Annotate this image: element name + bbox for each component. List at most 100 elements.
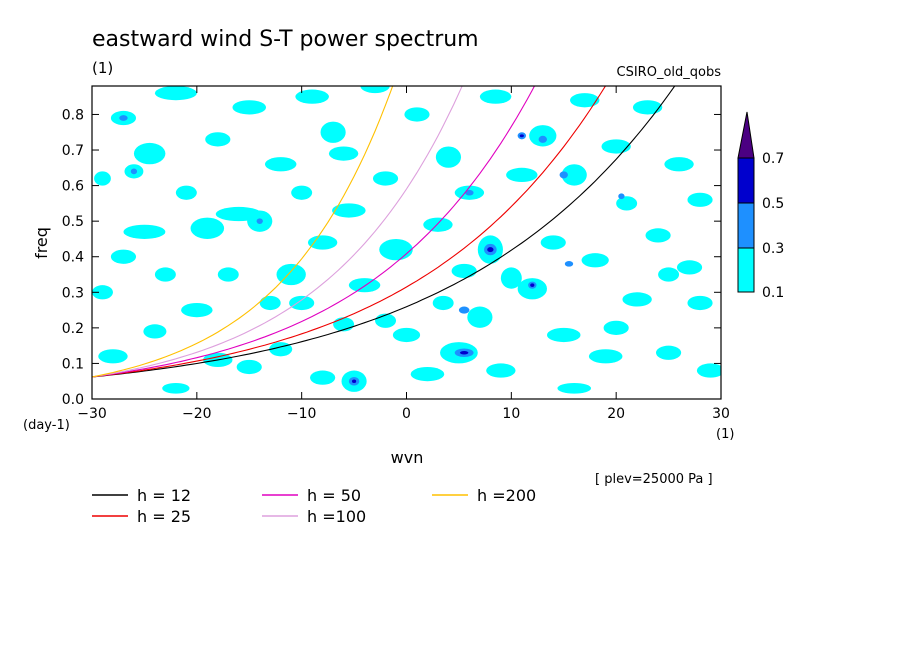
legend-label: h = 50	[307, 486, 361, 505]
y-tick-label: 0.7	[62, 143, 84, 159]
contour-blob-level-1	[392, 327, 421, 343]
chart-subtitle-left: (1)	[92, 59, 113, 77]
power-contour-fills	[92, 86, 721, 394]
legend-label: h = 12	[137, 486, 191, 505]
plev-annotation: [ plev=25000 Pa ]	[595, 472, 713, 487]
contour-blob-level-1	[664, 157, 694, 172]
colorbar-box	[737, 157, 755, 204]
contour-blob-level-1	[110, 249, 137, 264]
colorbar-box	[737, 202, 755, 249]
contour-blob-level-1	[360, 86, 390, 94]
contour-blob-level-1	[561, 164, 587, 186]
chart-title: eastward wind S-T power spectrum	[92, 27, 479, 52]
x-tick-label: 0	[402, 406, 411, 422]
x-axis-ticks: −30 −20 −10 0 10 20 30	[77, 86, 730, 422]
dispersion-curve-h50	[92, 86, 536, 378]
contour-blob-level-1	[410, 366, 445, 382]
contour-blob-level-1	[320, 121, 346, 143]
y-axis-ticks: 0.0 0.1 0.2 0.3 0.4 0.5 0.6 0.7 0.8	[62, 107, 721, 408]
contour-blob-level-1	[529, 125, 557, 147]
contour-blob-level-1	[435, 146, 462, 168]
contour-blob-level-1	[616, 196, 638, 211]
contour-blob-level-1	[546, 327, 581, 343]
colorbar-label: 0.3	[762, 241, 784, 257]
contour-blob-level-1	[162, 382, 190, 394]
contour-blob-level-1	[98, 349, 128, 364]
y-tick-label: 0.2	[62, 321, 84, 337]
legend-label: h = 25	[137, 507, 191, 526]
contour-blob-level-1	[404, 107, 430, 122]
contour-blob-level-3	[459, 350, 469, 355]
contour-blob-level-1	[656, 345, 682, 360]
contour-blob-level-1	[645, 228, 671, 243]
chart-subtitle-right: CSIRO_old_qobs	[617, 65, 722, 80]
contour-blob-level-1	[451, 263, 477, 279]
contour-blob-level-2	[564, 260, 574, 267]
contour-blob-level-2	[559, 171, 568, 179]
y-tick-label: 0.5	[62, 214, 84, 230]
contour-blob-level-1	[506, 167, 538, 183]
contour-blob-level-1	[181, 302, 213, 318]
x-axis-unit: (1)	[716, 427, 734, 442]
contour-blob-level-1	[295, 89, 329, 104]
contour-blob-level-1	[289, 295, 315, 311]
contour-blob-level-1	[540, 235, 566, 250]
contour-blob-level-3	[519, 134, 524, 138]
x-tick-label: −30	[77, 406, 107, 422]
x-tick-label: −10	[287, 406, 317, 422]
contour-blob-level-1	[601, 139, 631, 154]
contour-blob-level-2	[256, 218, 263, 225]
contour-blob-level-1	[432, 295, 454, 311]
y-tick-label: 0.0	[62, 392, 84, 408]
contour-blob-level-1	[687, 295, 713, 311]
y-tick-label: 0.8	[62, 107, 84, 123]
contour-blob-level-1	[143, 324, 167, 339]
contour-blob-level-1	[467, 306, 493, 328]
contour-blob-level-1	[423, 217, 453, 232]
contour-blob-level-1	[517, 278, 547, 300]
legend: h = 12 h = 25 h = 50 h =100 h =200	[92, 486, 536, 526]
dispersion-curve-h25	[92, 86, 607, 378]
contour-blob-level-1	[154, 267, 176, 282]
dispersion-curve-h200	[92, 86, 394, 378]
contour-blob-level-1	[123, 224, 166, 239]
contour-blob-level-1	[348, 278, 381, 293]
contour-blob-level-1	[603, 320, 629, 335]
x-axis-label: wvn	[391, 448, 424, 467]
x-tick-label: −20	[182, 406, 212, 422]
contour-blob-level-2	[465, 189, 474, 196]
contour-blob-level-1	[687, 192, 713, 207]
contour-blob-level-1	[307, 235, 338, 250]
contour-blob-level-1	[379, 238, 413, 261]
x-tick-label: 30	[712, 406, 730, 422]
contour-blob-level-1	[500, 267, 522, 289]
y-tick-label: 0.6	[62, 179, 84, 195]
legend-label: h =200	[477, 486, 536, 505]
y-tick-label: 0.3	[62, 285, 84, 301]
colorbar-triangle	[737, 111, 755, 159]
contour-blob-level-1	[154, 86, 197, 101]
dispersion-curves	[92, 86, 676, 378]
contour-blob-level-3	[487, 247, 494, 253]
contour-blob-level-1	[190, 217, 225, 239]
contour-blob-level-1	[622, 292, 652, 307]
y-axis-unit: (day-1)	[23, 418, 70, 433]
contour-blob-level-1	[332, 203, 366, 218]
contour-blob-level-3	[351, 379, 357, 383]
contour-blob-level-1	[310, 370, 336, 385]
colorbar: 0.1 0.3 0.5 0.7	[737, 111, 784, 301]
colorbar-box	[737, 247, 755, 293]
contour-blob-level-1	[375, 313, 397, 328]
contour-blob-level-1	[588, 349, 623, 364]
contour-blob-level-1	[205, 132, 231, 147]
contour-blob-level-2	[119, 115, 128, 121]
contour-blob-level-1	[479, 89, 512, 104]
contour-blob-level-1	[259, 295, 281, 311]
contour-blob-level-1	[328, 146, 359, 161]
contour-blob-level-1	[92, 285, 113, 300]
contour-blob-level-2	[618, 193, 625, 200]
contour-blob-level-2	[458, 306, 470, 314]
contour-blob-level-2	[130, 168, 138, 175]
contour-blob-level-1	[217, 267, 239, 282]
